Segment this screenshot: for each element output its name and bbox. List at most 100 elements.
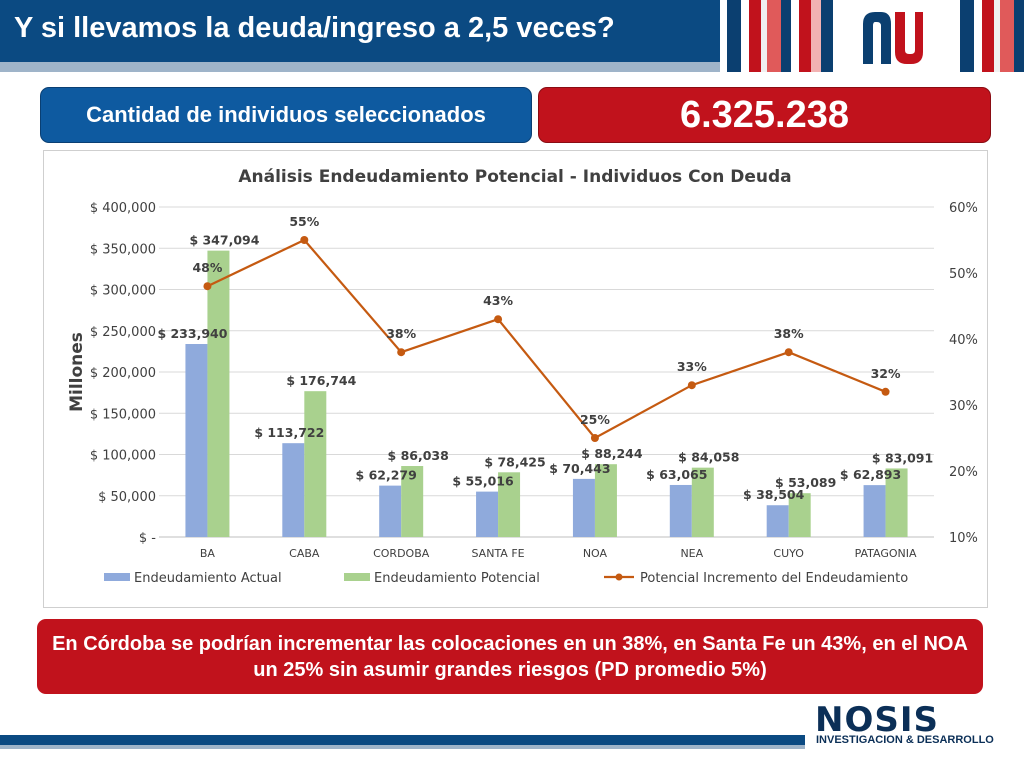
legend-label: Endeudamiento Potencial	[374, 571, 540, 586]
x-tick-label: PATAGONIA	[855, 547, 917, 560]
decorative-stripe	[1000, 0, 1014, 72]
line-data-label: 43%	[483, 293, 513, 308]
y-tick-label: $ 350,000	[90, 242, 156, 257]
bar-data-label: $ 88,244	[581, 446, 643, 461]
y-tick-label: $ 100,000	[90, 449, 156, 464]
decorative-stripe	[741, 0, 749, 72]
bar-actual	[669, 484, 692, 537]
y-axis-label: Millones	[67, 332, 87, 412]
bar-actual	[476, 491, 499, 537]
legend-swatch	[104, 573, 130, 581]
line-point	[494, 315, 503, 324]
slide-title: Y si llevamos la deuda/ingreso a 2,5 vec…	[14, 12, 615, 44]
bar-potential	[498, 472, 521, 537]
y2-tick-label: 20%	[949, 465, 978, 480]
y-tick-label: $ 300,000	[90, 284, 156, 299]
bar-data-label: $ 78,425	[484, 454, 545, 469]
x-tick-label: CABA	[289, 547, 320, 560]
line-data-label: 38%	[774, 326, 804, 341]
bar-potential	[691, 467, 714, 537]
chart-frame: Análisis Endeudamiento Potencial - Indiv…	[43, 150, 988, 608]
x-tick-label: BA	[200, 547, 216, 560]
bar-actual	[282, 443, 305, 537]
bar-data-label: $ 233,940	[157, 326, 227, 341]
decorative-stripe	[811, 0, 821, 72]
bar-data-label: $ 113,722	[254, 425, 324, 440]
decorative-stripe	[1014, 0, 1024, 72]
bar-potential	[885, 468, 908, 537]
legend-marker	[615, 573, 623, 581]
footer-bar	[0, 735, 805, 745]
nosis-tagline: INVESTIGACION & DESARROLLO	[816, 734, 994, 746]
y2-tick-label: 40%	[949, 333, 978, 348]
line-data-label: 25%	[580, 412, 610, 427]
decorative-stripe	[960, 0, 974, 72]
decorative-stripes-left	[727, 0, 833, 72]
line-data-label: 55%	[289, 214, 319, 229]
bar-data-label: $ 62,893	[840, 467, 901, 482]
decorative-stripe	[821, 0, 833, 72]
bar-potential	[401, 466, 424, 537]
decorative-stripe	[761, 0, 767, 72]
bar-actual	[863, 485, 886, 537]
bar-data-label: $ 347,094	[189, 233, 259, 248]
y-tick-label: $ 50,000	[98, 490, 156, 505]
decorative-stripe	[749, 0, 761, 72]
y2-tick-label: 30%	[949, 399, 978, 414]
x-tick-label: SANTA FE	[472, 547, 525, 560]
x-tick-label: NEA	[680, 547, 703, 560]
bar-potential	[594, 464, 617, 537]
title-bar: Y si llevamos la deuda/ingreso a 2,5 vec…	[0, 0, 720, 62]
bar-potential	[207, 250, 230, 537]
x-tick-label: CORDOBA	[373, 547, 430, 560]
legend-label: Endeudamiento Actual	[134, 571, 282, 586]
bar-potential	[304, 391, 327, 537]
bar-data-label: $ 70,443	[549, 461, 610, 476]
decorative-stripe	[982, 0, 994, 72]
summary-value: 6.325.238	[679, 94, 850, 136]
bar-data-label: $ 83,091	[872, 450, 933, 465]
bar-data-label: $ 53,089	[775, 475, 836, 490]
y-tick-label: $ 150,000	[90, 407, 156, 422]
legend-label: Potencial Incremento del Endeudamiento	[640, 571, 908, 586]
y2-tick-label: 50%	[949, 267, 978, 282]
decorative-stripe	[727, 0, 741, 72]
decorative-stripe	[799, 0, 811, 72]
y-tick-label: $ 400,000	[90, 201, 156, 216]
line-point	[300, 236, 309, 244]
debt-analysis-chart: Análisis Endeudamiento Potencial - Indiv…	[67, 167, 978, 586]
y2-tick-label: 60%	[949, 201, 978, 216]
line-data-label: 48%	[192, 260, 222, 275]
conclusion-text: En Córdoba se podrían incrementar las co…	[52, 633, 968, 681]
bar-data-label: $ 63,065	[646, 467, 707, 482]
summary-label: Cantidad de individuos seleccionados	[86, 102, 486, 127]
line-data-label: 33%	[677, 359, 707, 374]
summary-label-box: Cantidad de individuos seleccionados	[40, 87, 532, 143]
bar-actual	[766, 505, 789, 537]
bar-actual	[572, 478, 595, 537]
y2-tick-label: 10%	[949, 531, 978, 546]
x-tick-label: NOA	[583, 547, 608, 560]
x-tick-label: CUYO	[773, 547, 804, 560]
y-tick-label: $ 250,000	[90, 325, 156, 340]
chart-title: Análisis Endeudamiento Potencial - Indiv…	[238, 167, 791, 187]
line-point	[590, 434, 599, 442]
line-point	[203, 282, 212, 291]
line-point	[784, 348, 793, 357]
bar-data-label: $ 86,038	[388, 448, 449, 463]
line-series	[206, 238, 886, 440]
line-point	[687, 381, 696, 390]
line-data-label: 32%	[871, 366, 901, 381]
bar-data-label: $ 62,279	[356, 468, 417, 483]
legend-swatch	[344, 573, 370, 581]
nosis-logo: NOSIS	[815, 700, 939, 740]
y-tick-label: $ -	[139, 531, 156, 546]
footer-bar-accent	[0, 745, 805, 749]
decorative-stripe	[781, 0, 791, 72]
decorative-stripe	[767, 0, 781, 72]
decorative-stripe	[974, 0, 982, 72]
line-point	[397, 348, 406, 357]
decorative-stripe	[791, 0, 799, 72]
decorative-stripes-right	[960, 0, 1024, 72]
y-tick-label: $ 200,000	[90, 366, 156, 381]
